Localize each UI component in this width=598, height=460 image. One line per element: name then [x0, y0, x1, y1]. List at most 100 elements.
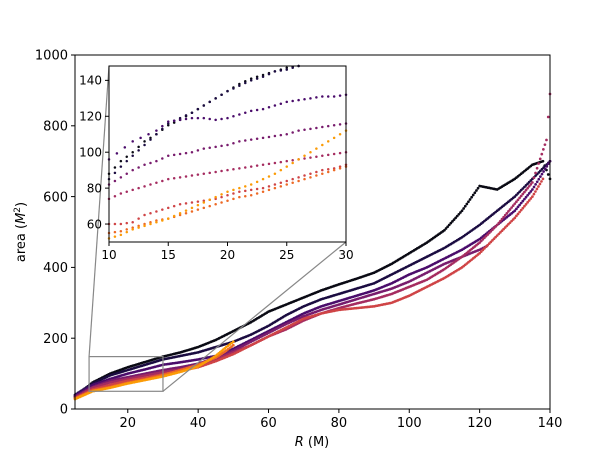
inset-point-s7	[297, 158, 300, 161]
inset-point-s5	[131, 220, 134, 224]
inset-point-s7	[273, 172, 277, 176]
main-y-ticks: 0 200 400 600 800 1000	[35, 49, 75, 418]
inset-point-s3	[190, 150, 194, 154]
inset-point-s1	[178, 116, 182, 120]
inset-point-s5	[321, 168, 324, 172]
main-point-s2	[521, 199, 525, 203]
inset-point-s4	[172, 176, 176, 180]
main-point-s5	[526, 201, 529, 204]
inset-point-s2	[267, 106, 271, 109]
inset-point-s1	[249, 79, 253, 82]
main-point-s2	[531, 188, 534, 191]
inset-point-s2	[123, 146, 127, 149]
inset-point-s1	[232, 87, 235, 90]
inset-point-s2	[155, 129, 158, 132]
inset-point-s7	[167, 217, 170, 220]
main-point-s5	[524, 202, 528, 206]
inset-point-s6	[214, 203, 217, 206]
inset-point-s5	[285, 179, 288, 183]
inset-y-ticks: 60 80 100 120 140	[79, 74, 109, 231]
inset-y-tick-label: 80	[87, 181, 102, 195]
inset-point-s4	[167, 177, 170, 181]
inset-point-s4	[332, 152, 336, 156]
inset-point-s5	[226, 194, 229, 197]
main-point-s4	[523, 190, 526, 194]
inset-point-s5	[338, 165, 342, 168]
inset-point-s2	[147, 132, 150, 136]
main-point-s4	[519, 194, 523, 198]
inset-point-s7	[291, 161, 294, 165]
inset-point-s5	[119, 222, 123, 226]
inset-point-s7	[226, 190, 229, 193]
inset-point-s3	[161, 157, 164, 160]
main-point-s0	[459, 211, 462, 214]
main-point-s0	[457, 212, 461, 216]
main-y-tick-label: 1000	[35, 49, 68, 64]
inset-point-s6	[119, 229, 123, 233]
inset-point-s1	[202, 104, 206, 107]
inset-point-s6	[220, 201, 223, 204]
main-point-s0	[460, 209, 464, 213]
main-point-s2	[543, 167, 547, 171]
main-point-s4	[503, 213, 507, 217]
inset-point-s4	[113, 194, 117, 198]
main-x-tick-label: 60	[260, 416, 277, 431]
inset-point-s5	[220, 195, 223, 199]
main-point-s4	[495, 223, 499, 227]
main-point-s2	[547, 162, 550, 166]
inset-point-s4	[303, 157, 306, 160]
inset-point-s3	[137, 166, 140, 169]
inset-point-s7	[131, 228, 134, 231]
main-point-s2	[516, 205, 520, 209]
inset-point-s2	[167, 120, 170, 123]
y-axis-label-var: M	[14, 213, 29, 224]
inset-point-s1	[226, 89, 229, 93]
x-axis-label-var: R	[295, 435, 304, 450]
main-y-tick-label: 600	[43, 190, 68, 205]
main-point-s4	[540, 152, 544, 156]
main-point-s0	[444, 227, 448, 230]
inset-point-s3	[125, 172, 129, 176]
main-point-s4	[518, 196, 521, 200]
main-point-s2	[532, 185, 536, 189]
main-point-s4	[545, 138, 548, 142]
inset-point-s7	[184, 209, 188, 212]
main-y-tick-label: 200	[43, 332, 68, 347]
inset-point-s2	[238, 113, 241, 116]
main-point-s5	[541, 177, 545, 181]
inset-point-s2	[139, 136, 142, 140]
inset-point-s3	[338, 123, 342, 126]
inset-point-s3	[273, 134, 277, 138]
inset-point-s6	[297, 179, 300, 183]
inset-point-s4	[291, 159, 294, 162]
main-point-s0	[462, 207, 465, 210]
inset-point-s3	[220, 144, 223, 148]
main-x-tick-label: 80	[331, 416, 348, 431]
inset-point-s4	[279, 160, 283, 164]
main-x-tick-label: 20	[120, 416, 137, 431]
main-point-s5	[529, 197, 533, 200]
main-point-s4	[513, 202, 517, 206]
main-point-s4	[510, 206, 513, 209]
inset-point-s2	[297, 98, 300, 102]
inset-point-s5	[315, 170, 318, 174]
main-point-s5	[521, 206, 525, 210]
inset-point-s7	[261, 177, 265, 181]
inset-point-s5	[279, 181, 283, 184]
inset-point-s4	[321, 154, 324, 158]
inset-point-s6	[273, 186, 277, 190]
main-point-s2	[537, 177, 541, 181]
inset-point-s4	[149, 183, 152, 186]
main-point-s2	[519, 201, 523, 205]
main-point-s4	[532, 176, 536, 180]
inset-point-s0	[149, 136, 152, 140]
inset-point-s5	[172, 204, 176, 208]
main-point-s4	[546, 115, 550, 119]
inset-point-s4	[232, 168, 235, 171]
inset-point-s1	[119, 165, 123, 168]
inset-point-s1	[255, 77, 259, 80]
inset-point-s2	[115, 152, 119, 155]
inset-point-s7	[321, 143, 324, 147]
inset-point-s6	[303, 177, 306, 181]
inset-point-s4	[178, 176, 182, 179]
